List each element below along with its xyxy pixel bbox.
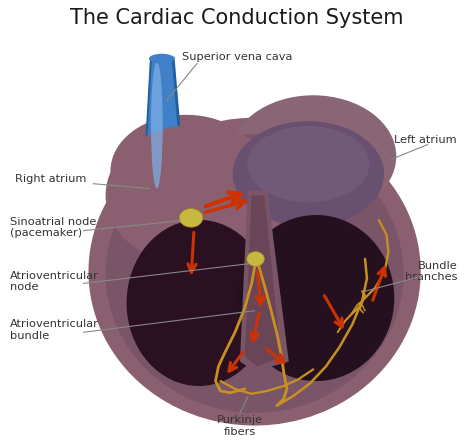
Polygon shape <box>240 191 289 371</box>
Ellipse shape <box>247 252 264 266</box>
Text: Left atrium: Left atrium <box>394 135 457 145</box>
Ellipse shape <box>179 209 203 227</box>
Text: Purkinje
fibers: Purkinje fibers <box>217 415 263 437</box>
Ellipse shape <box>89 118 421 425</box>
Polygon shape <box>144 57 183 195</box>
Text: Bundle
branches: Bundle branches <box>405 261 458 282</box>
Text: Atrioventricular
node: Atrioventricular node <box>10 271 99 292</box>
Text: Right atrium: Right atrium <box>15 174 87 184</box>
Ellipse shape <box>247 126 369 202</box>
Text: Superior vena cava: Superior vena cava <box>182 51 292 62</box>
Ellipse shape <box>110 115 262 227</box>
Ellipse shape <box>106 134 403 413</box>
Ellipse shape <box>230 95 396 217</box>
Ellipse shape <box>238 215 394 381</box>
Ellipse shape <box>106 125 286 266</box>
Ellipse shape <box>233 121 384 227</box>
Ellipse shape <box>151 62 163 189</box>
Text: The Cardiac Conduction System: The Cardiac Conduction System <box>70 7 404 28</box>
Ellipse shape <box>149 54 174 63</box>
Polygon shape <box>142 57 186 195</box>
Polygon shape <box>245 195 281 367</box>
Ellipse shape <box>127 220 271 386</box>
Text: Atrioventricular
bundle: Atrioventricular bundle <box>10 319 99 341</box>
Ellipse shape <box>140 185 189 202</box>
Text: Sinoatrial node
(pacemaker): Sinoatrial node (pacemaker) <box>10 217 97 238</box>
